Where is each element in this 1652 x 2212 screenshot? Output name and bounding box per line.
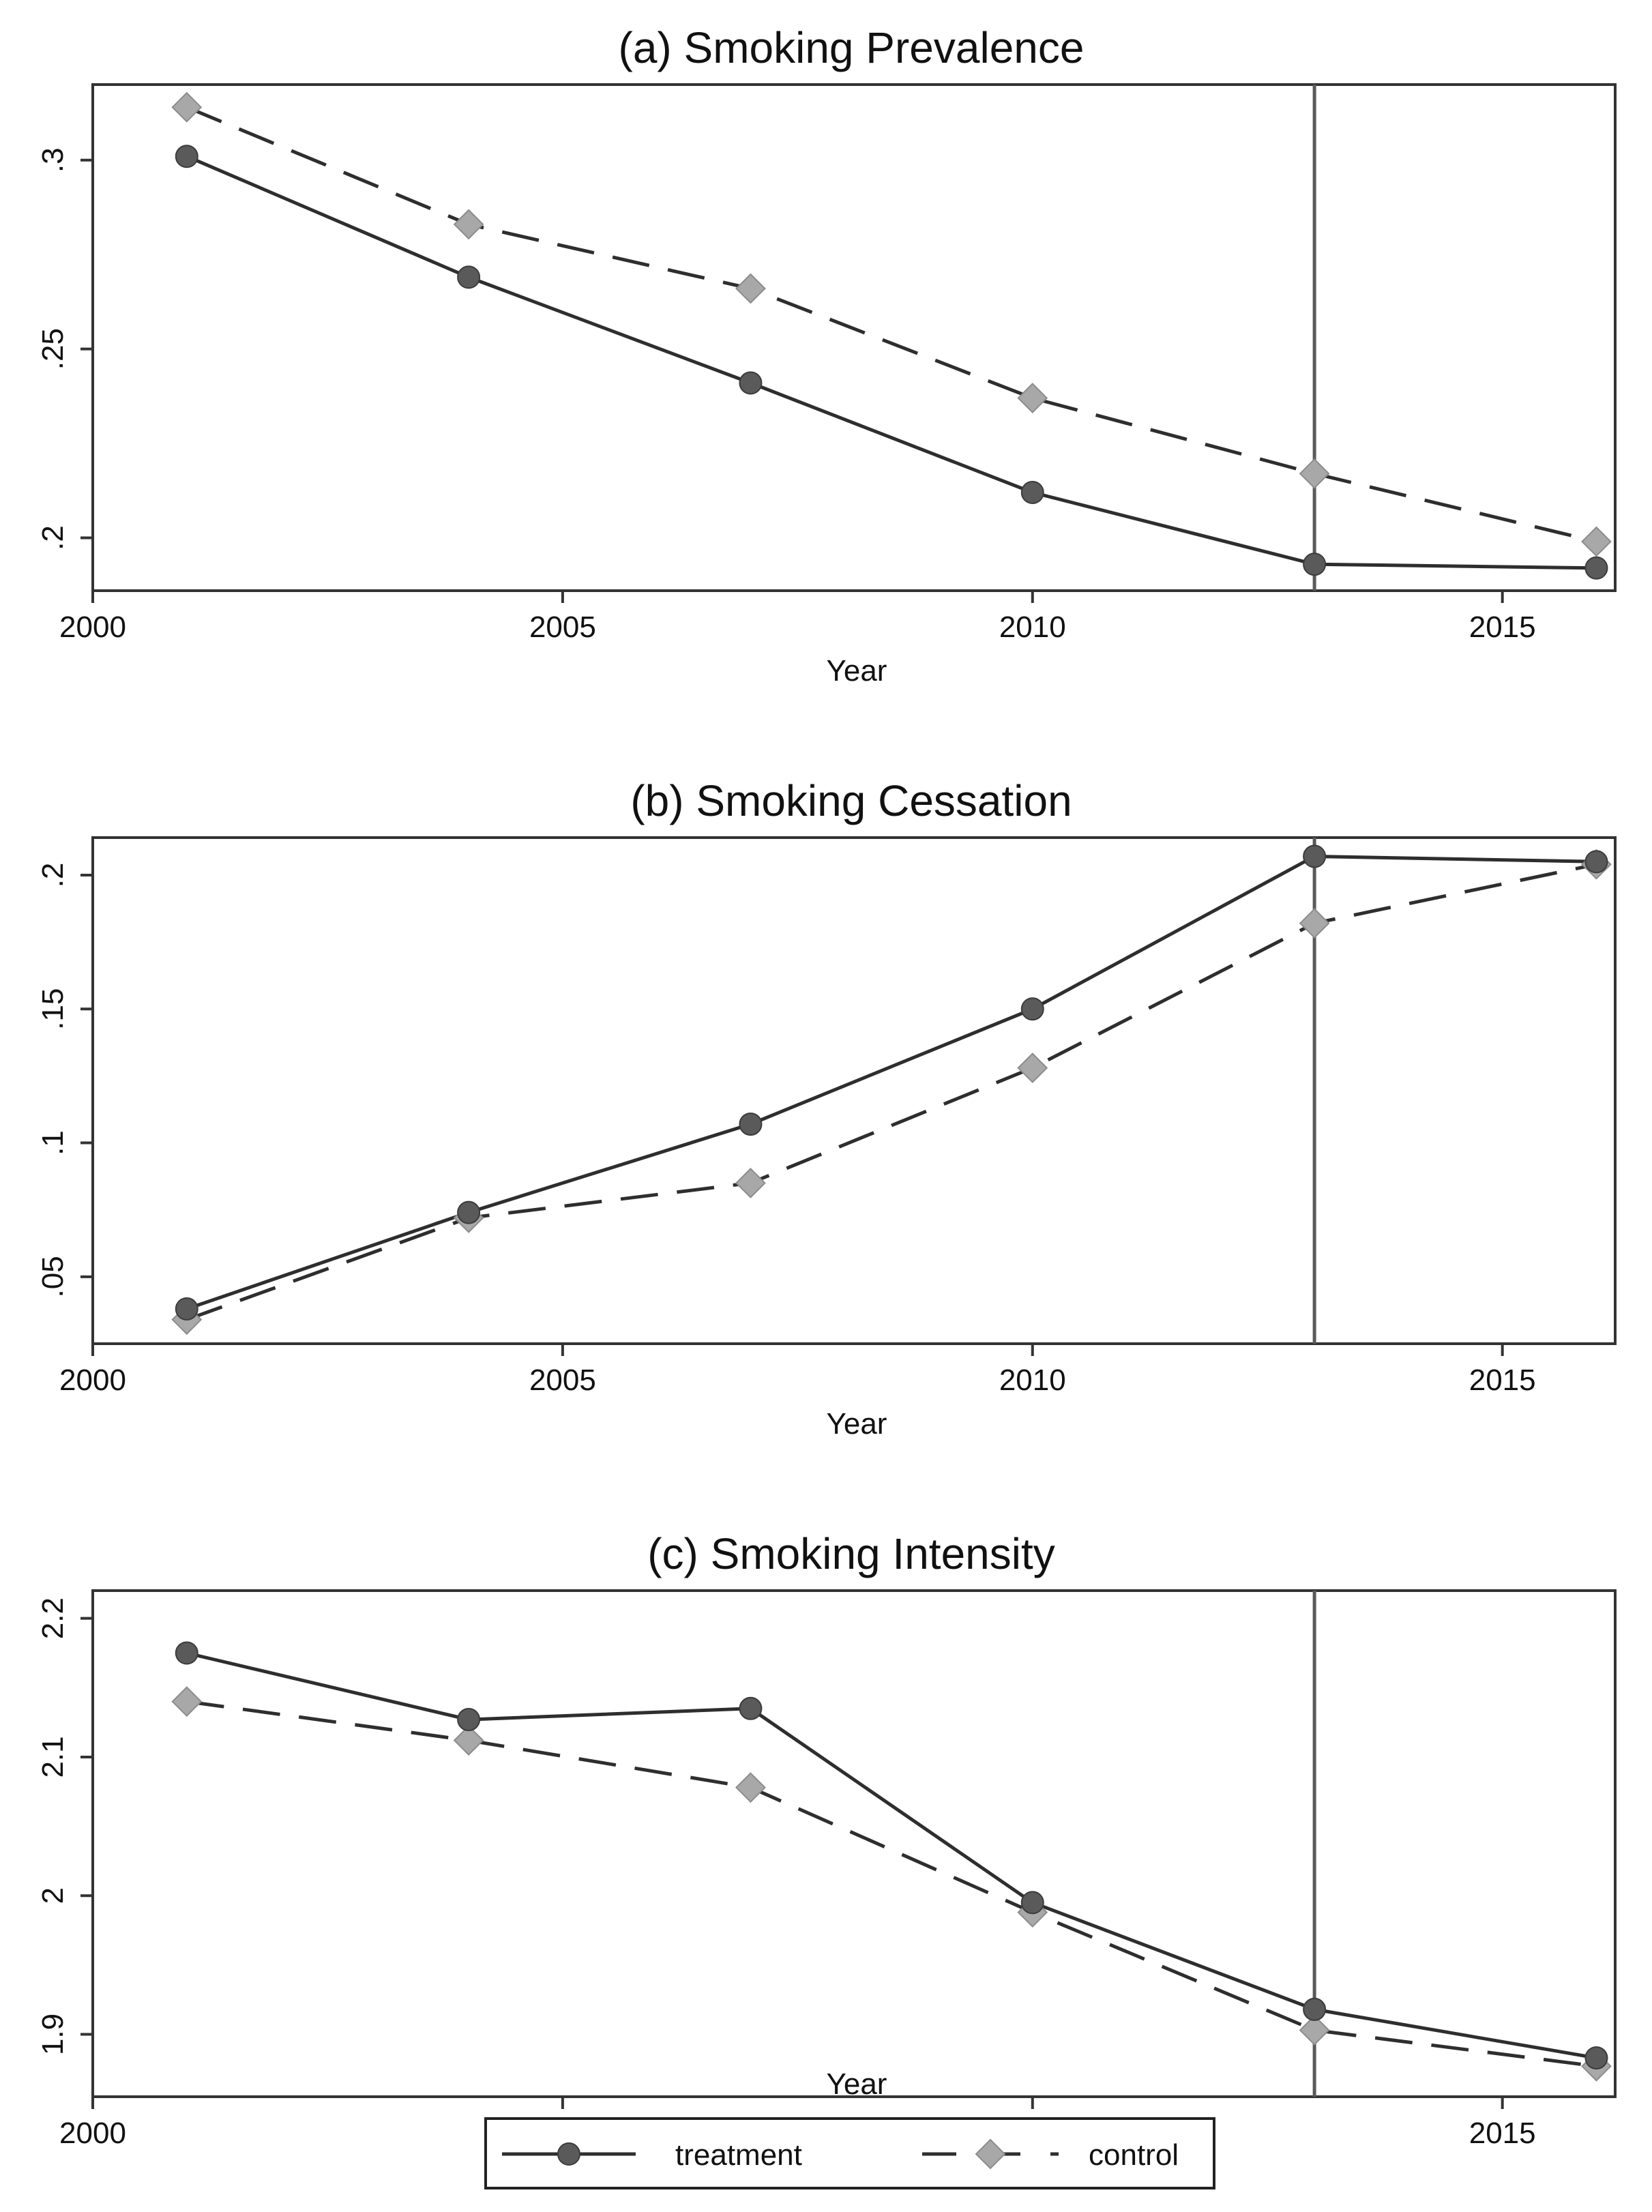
x-tick-label: 2010 [999, 610, 1066, 644]
x-axis: 2000 2005 2010 2015 [59, 591, 1536, 644]
legend-treatment-marker [557, 2142, 580, 2166]
x-tick-label: 2015 [1469, 610, 1536, 644]
point-control [1581, 526, 1612, 557]
x-tick-label: 2005 [529, 610, 596, 644]
y-axis: .05 .1 .15 .2 [36, 863, 93, 1297]
legend-control-marker [975, 2138, 1006, 2170]
panel-smoking-cessation: (b) Smoking Cessation .05.1.15.2 2000 200… [36, 776, 1617, 1441]
point-control [1017, 1052, 1048, 1084]
x-tick-label: 2000 [59, 610, 126, 644]
panel-title: (b) Smoking Cessation [630, 776, 1072, 825]
y-tick-label: 2.1 [36, 1736, 70, 1778]
point-treatment [1584, 850, 1608, 874]
panel-smoking-intensity: (c) Smoking Intensity 1.922.12.2 2000200… [36, 1529, 1617, 2150]
x-tick-label: 2015 [1469, 1363, 1536, 1397]
point-treatment [739, 1696, 763, 1720]
point-control [735, 273, 766, 304]
x-tick-label: 2000 [59, 2117, 126, 2150]
point-treatment [457, 265, 481, 289]
point-control [453, 209, 484, 240]
series-line-treatment [186, 854, 1597, 1311]
point-control [171, 91, 203, 123]
x-tick-label: 2005 [529, 1363, 596, 1397]
data-layer [171, 1591, 1612, 2097]
series-line-control [186, 1700, 1597, 2068]
point-control [1299, 2015, 1330, 2046]
x-axis-title: Year [827, 2067, 887, 2101]
point-treatment [1020, 1891, 1044, 1915]
point-control [171, 1686, 203, 1717]
legend-treatment-label: treatment [675, 2138, 802, 2172]
point-treatment [175, 145, 198, 168]
point-control [1017, 383, 1048, 414]
panel-title: (c) Smoking Intensity [647, 1529, 1055, 1578]
legend: treatment control [484, 2117, 1215, 2189]
data-layer [171, 838, 1612, 1344]
point-treatment [739, 371, 763, 395]
y-tick-label: .3 [36, 147, 70, 173]
plot-area [91, 1589, 1617, 2098]
point-control [1299, 458, 1330, 489]
point-control [735, 1168, 766, 1198]
point-treatment [175, 1641, 198, 1665]
y-tick-label: .2 [36, 863, 70, 888]
x-axis: 2000 2005 2010 2015 [59, 1344, 1536, 1397]
y-tick-label: .15 [36, 988, 70, 1030]
x-tick-label: 2000 [59, 1363, 126, 1397]
y-tick-label: .05 [36, 1256, 70, 1297]
series-line-control [186, 105, 1597, 544]
y-tick-label: 1.9 [36, 2014, 70, 2055]
point-treatment [1303, 1997, 1327, 2021]
x-axis-title: Year [827, 1407, 887, 1441]
y-tick-label: .2 [36, 525, 70, 550]
point-control [1299, 908, 1330, 939]
plot-area [91, 83, 1617, 592]
point-treatment [1303, 844, 1327, 868]
panel-title: (a) Smoking Prevalence [619, 23, 1085, 72]
point-treatment [175, 1297, 198, 1321]
y-axis: 1.9 2 2.1 2.2 [36, 1597, 93, 2055]
y-tick-label: 2 [36, 1887, 70, 1904]
series-line-control [186, 862, 1597, 1322]
point-treatment [457, 1200, 481, 1224]
y-tick-label: .25 [36, 328, 70, 370]
point-treatment [1584, 556, 1608, 580]
point-treatment [1584, 2046, 1608, 2070]
point-control [735, 1772, 766, 1803]
data-layer [171, 85, 1612, 591]
series-line-treatment [186, 1651, 1597, 2060]
point-treatment [1020, 997, 1044, 1021]
panel-smoking-prevalence: (a) Smoking Prevalence .2.25.3 2000 2005 2… [36, 23, 1617, 688]
y-tick-label: 2.2 [36, 1597, 70, 1639]
point-treatment [1303, 552, 1327, 576]
point-treatment [1020, 481, 1044, 505]
point-treatment [457, 1708, 481, 1732]
x-tick-label: 2010 [999, 1363, 1066, 1397]
series-line-treatment [186, 154, 1597, 570]
point-treatment [739, 1112, 763, 1136]
y-tick-label: .1 [36, 1130, 70, 1155]
y-axis: .2 .25 .3 [36, 147, 93, 550]
point-control [453, 1725, 484, 1756]
x-tick-label: 2015 [1469, 2117, 1536, 2150]
plot-area [91, 836, 1617, 1345]
x-axis-title: Year [827, 654, 887, 688]
legend-control-label: control [1089, 2138, 1179, 2172]
